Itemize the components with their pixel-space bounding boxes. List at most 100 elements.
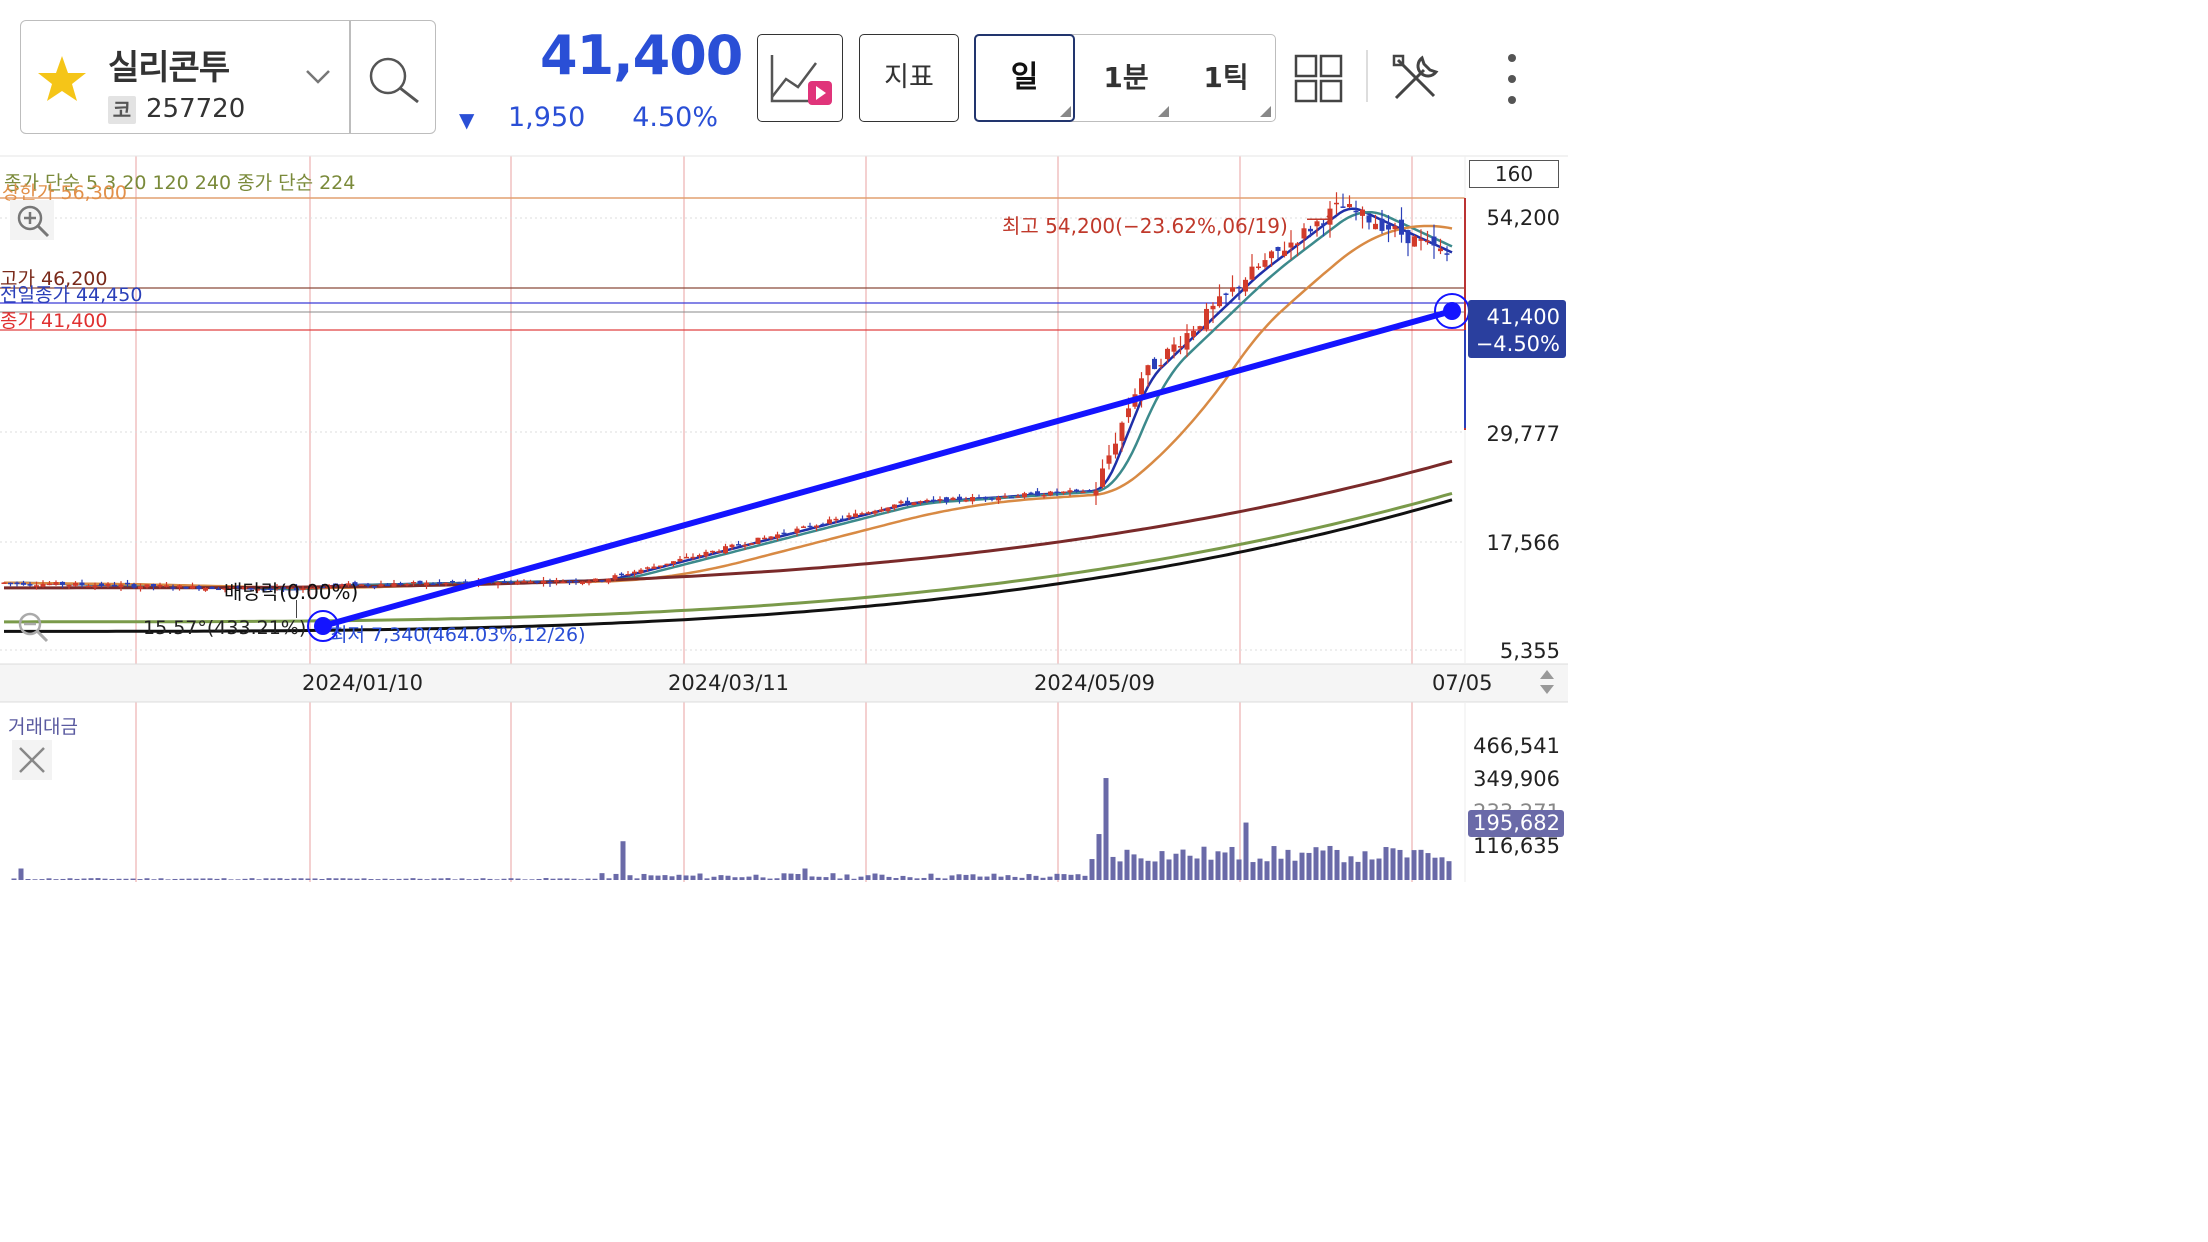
volume-bar bbox=[641, 873, 647, 880]
candle-body bbox=[1223, 293, 1229, 295]
candle-body bbox=[898, 501, 904, 504]
corner-mark bbox=[1060, 106, 1071, 117]
layout-grid-icon[interactable] bbox=[1294, 54, 1344, 104]
volume-bar bbox=[116, 878, 122, 880]
candle-body bbox=[632, 571, 637, 574]
scroll-updown-icon[interactable] bbox=[1538, 668, 1556, 696]
candle-body bbox=[463, 581, 468, 583]
chevron-down-icon[interactable] bbox=[305, 68, 331, 86]
candle-body bbox=[1, 582, 7, 585]
candle-body bbox=[131, 584, 137, 588]
candle-body bbox=[307, 587, 312, 590]
volume-bar bbox=[704, 878, 710, 880]
volume-bar bbox=[669, 876, 675, 880]
period-1tick-button[interactable]: 1틱 bbox=[1203, 61, 1249, 94]
stock-code: 257720 bbox=[146, 94, 246, 124]
indicator-button[interactable]: 지표 bbox=[859, 34, 959, 122]
candle-body bbox=[950, 497, 956, 501]
candle-body bbox=[684, 556, 689, 559]
price-chart[interactable] bbox=[0, 150, 1568, 882]
dividend-annotation: 배당락(0.00%) bbox=[224, 580, 359, 604]
candle-body bbox=[417, 580, 423, 584]
candle-body bbox=[1204, 308, 1209, 330]
candle-body bbox=[879, 509, 884, 512]
volume-bar bbox=[417, 878, 423, 880]
volume-bar bbox=[1012, 876, 1018, 880]
volume-bar bbox=[501, 878, 507, 880]
volume-bar bbox=[942, 878, 948, 880]
ma120-line bbox=[4, 459, 1453, 590]
candle-body bbox=[365, 584, 371, 586]
candle-body bbox=[86, 585, 91, 588]
ma-legend[interactable]: 종가 단순 5 3 20 120 240 종가 단순 224 bbox=[4, 168, 355, 195]
volume-bar bbox=[998, 876, 1004, 880]
candle-body bbox=[606, 578, 611, 583]
angle-annotation: 15.57°(433.21%) bbox=[143, 617, 307, 639]
candle-body bbox=[495, 582, 501, 585]
stock-selector[interactable] bbox=[20, 20, 436, 134]
trend-end-handle[interactable] bbox=[1443, 302, 1461, 320]
volume-bar bbox=[858, 876, 864, 880]
candle-body bbox=[619, 573, 624, 576]
candle-body bbox=[261, 589, 267, 591]
candle-body bbox=[593, 578, 598, 582]
trend-line[interactable] bbox=[322, 308, 1453, 629]
candle-body bbox=[443, 582, 449, 585]
volume-bar bbox=[1173, 853, 1179, 880]
volume-bar bbox=[1418, 849, 1424, 880]
period-1min-button[interactable]: 1분 bbox=[1103, 61, 1149, 94]
volume-bar bbox=[914, 878, 920, 880]
change-amount: 1,950 bbox=[508, 102, 586, 133]
zoom-in-icon[interactable] bbox=[10, 200, 54, 240]
candle-body bbox=[1262, 260, 1268, 267]
star-icon[interactable] bbox=[36, 54, 88, 104]
ma224-line bbox=[4, 491, 1453, 624]
candle-body bbox=[92, 585, 98, 588]
volume-bar bbox=[249, 878, 255, 880]
volume-bar bbox=[662, 875, 668, 880]
volume-bar bbox=[228, 879, 234, 880]
candle-body bbox=[1295, 243, 1300, 245]
volume-bar bbox=[795, 874, 801, 880]
candle-body bbox=[911, 502, 917, 505]
zoom-out-icon[interactable] bbox=[12, 608, 52, 644]
candle-body bbox=[976, 497, 982, 499]
volume-bar bbox=[74, 878, 80, 880]
search-icon[interactable] bbox=[366, 54, 422, 106]
candle-body bbox=[229, 587, 234, 589]
volume-bar bbox=[1117, 861, 1123, 880]
volume-bar bbox=[1243, 822, 1249, 880]
candle-body bbox=[268, 588, 273, 590]
volume-bar bbox=[585, 878, 591, 880]
candle-body bbox=[547, 581, 553, 584]
candle-body bbox=[1431, 236, 1437, 246]
volume-bar bbox=[137, 879, 143, 880]
y-axis-setting-box[interactable]: 160 bbox=[1469, 160, 1559, 188]
volume-bar bbox=[1271, 846, 1277, 880]
volume-bar bbox=[1145, 860, 1151, 880]
volume-bar bbox=[1236, 859, 1242, 880]
more-icon[interactable] bbox=[1504, 52, 1520, 108]
volume-bar bbox=[893, 877, 899, 880]
candle-body bbox=[502, 581, 507, 583]
candle-body bbox=[1360, 209, 1365, 216]
candle-body bbox=[1425, 240, 1430, 243]
volume-bar bbox=[886, 876, 892, 880]
period-day-button[interactable]: 일 bbox=[974, 34, 1075, 122]
candle-body bbox=[359, 584, 364, 586]
trend-start-handle[interactable] bbox=[314, 617, 332, 635]
candle-body bbox=[424, 582, 429, 586]
volume-bar bbox=[949, 875, 955, 880]
candle-body bbox=[27, 584, 33, 586]
volume-bar bbox=[1180, 849, 1186, 880]
volume-bar bbox=[935, 877, 941, 880]
close-icon[interactable] bbox=[12, 740, 52, 780]
candle-body bbox=[203, 588, 208, 591]
candle-body bbox=[957, 496, 962, 501]
volume-bar bbox=[823, 877, 829, 880]
chart-video-button[interactable] bbox=[757, 34, 843, 122]
tools-icon[interactable] bbox=[1390, 52, 1442, 104]
candle-body bbox=[1158, 364, 1164, 367]
volume-bar bbox=[655, 875, 661, 880]
candle-body bbox=[989, 498, 995, 500]
